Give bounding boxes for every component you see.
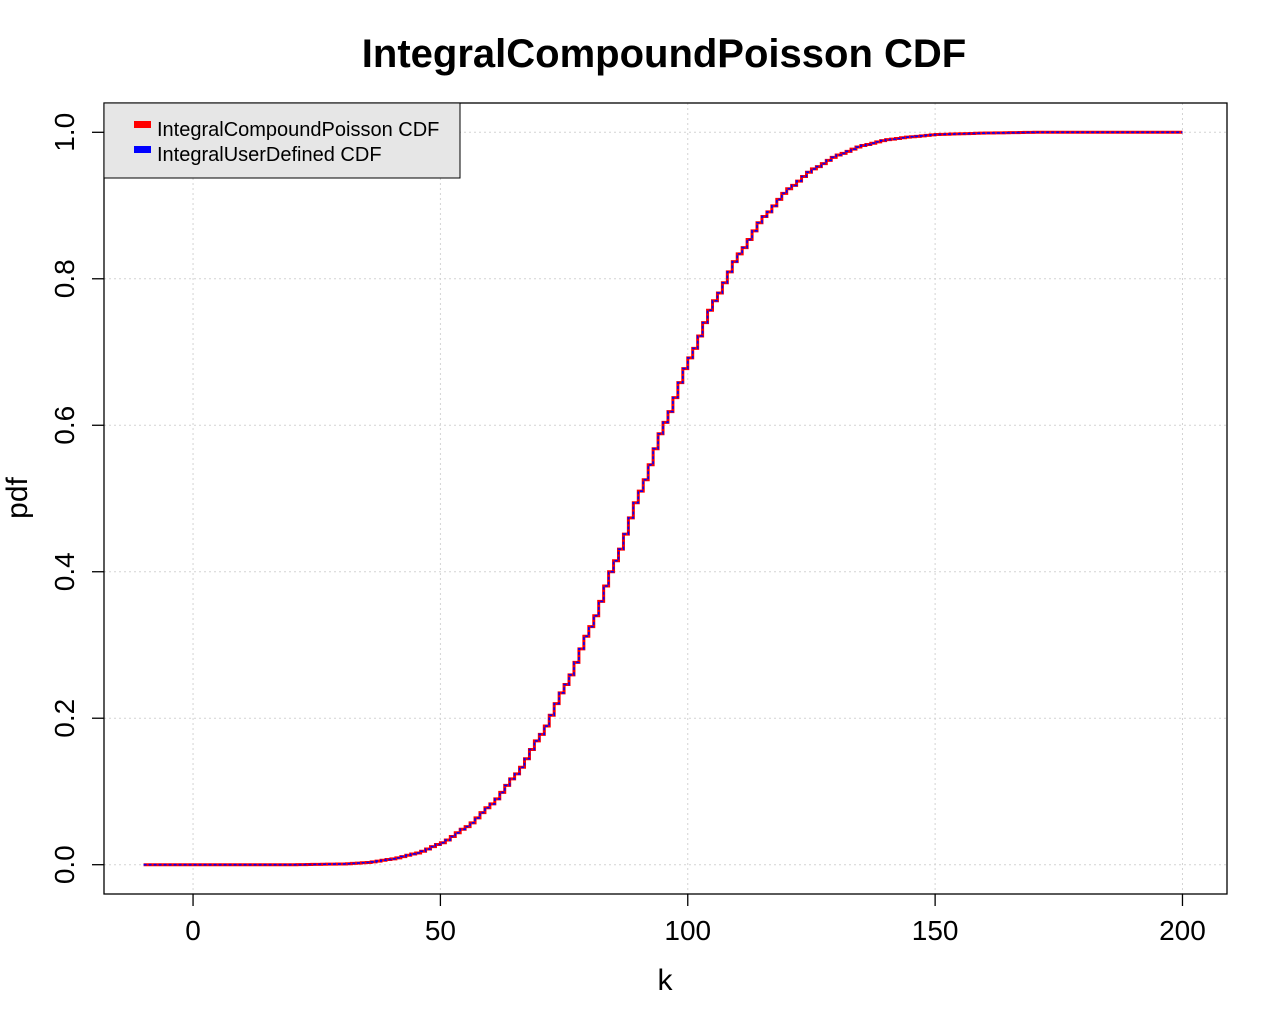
y-axis: 0.0 0.2 0.4 0.6 0.8 1.0 <box>49 113 104 884</box>
legend-swatch-1 <box>134 146 151 153</box>
plot-frame <box>103 102 1228 895</box>
y-tick-label-3: 0.6 <box>49 406 80 445</box>
legend-label-1: IntegralUserDefined CDF <box>157 144 382 166</box>
y-tick-label-1: 0.2 <box>49 699 80 738</box>
x-tick-label-1: 50 <box>425 915 456 946</box>
x-axis: 0 50 100 150 200 <box>185 894 1206 946</box>
y-tick-label-4: 0.8 <box>49 259 80 298</box>
legend-swatch-0 <box>134 121 151 128</box>
y-tick-label-2: 0.4 <box>49 552 80 591</box>
series-layer <box>143 130 1183 867</box>
x-tick-label-0: 0 <box>185 915 201 946</box>
x-axis-label: k <box>658 964 674 997</box>
series-line-1 <box>143 131 1183 866</box>
chart-title: IntegralCompoundPoisson CDF <box>362 32 966 76</box>
grid-lines <box>104 103 1227 894</box>
legend: IntegralCompoundPoisson CDF IntegralUser… <box>103 102 461 179</box>
series-line-0 <box>143 130 1183 867</box>
y-tick-label-0: 0.0 <box>49 845 80 884</box>
legend-box <box>103 102 461 179</box>
x-tick-label-2: 100 <box>664 915 711 946</box>
x-tick-label-3: 150 <box>912 915 959 946</box>
legend-label-0: IntegralCompoundPoisson CDF <box>157 119 439 141</box>
y-axis-label: pdf <box>1 476 34 518</box>
x-tick-label-4: 200 <box>1159 915 1206 946</box>
y-tick-label-5: 1.0 <box>49 113 80 152</box>
